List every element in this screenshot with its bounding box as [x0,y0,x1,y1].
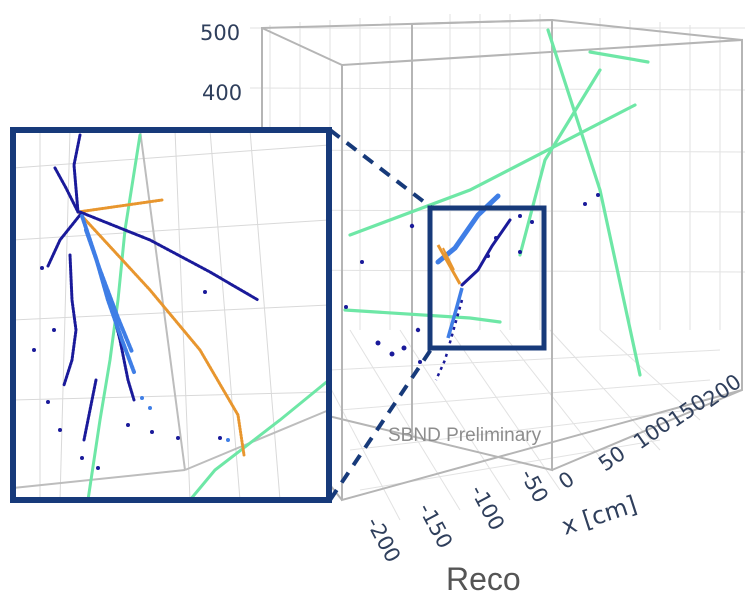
zoom-inset-grid [12,129,330,501]
x-tick-label: -200 [362,513,406,566]
x-axis-title: x [cm] [558,490,640,540]
zoom-connector [328,128,434,502]
main-view-hits [344,193,600,381]
figure-caption: Reco [446,561,521,597]
track-primary [46,213,82,268]
y-tick-label: 500 [200,21,240,45]
cosmic-track [518,68,602,257]
zoom-region-frame [427,205,547,351]
watermark: SBND Preliminary [388,425,542,446]
zoom-inset-frame [10,127,332,503]
track-primary [53,166,80,214]
x-tick-label: 0 [554,467,579,494]
orange-track [76,198,164,214]
cosmic-track-inset [86,133,142,502]
zoom-inset-box-edges [12,129,330,489]
track-primary-main [460,218,512,287]
track-lower [434,299,464,381]
cosmic-track [588,50,650,64]
orange-track-main-2 [442,247,455,271]
cosmic-track [343,308,502,324]
orange-track-main [436,244,462,285]
track-primary [78,210,260,302]
shower-lower [446,287,464,339]
y-tick-label: 400 [202,81,242,105]
orange-track [78,212,246,457]
y-tick-labels: 500 400 [200,21,242,105]
shower [84,228,134,354]
zoom-inset [10,127,332,503]
track-primary [82,378,98,442]
x-tick-label: -150 [414,499,458,552]
track-primary [62,253,78,387]
cosmic-tracks [343,28,650,377]
cosmic-track-inset [188,378,331,502]
cosmic-track [546,28,642,377]
plot-grid [249,14,746,521]
track-primary [72,133,82,214]
cosmic-track [348,103,637,237]
